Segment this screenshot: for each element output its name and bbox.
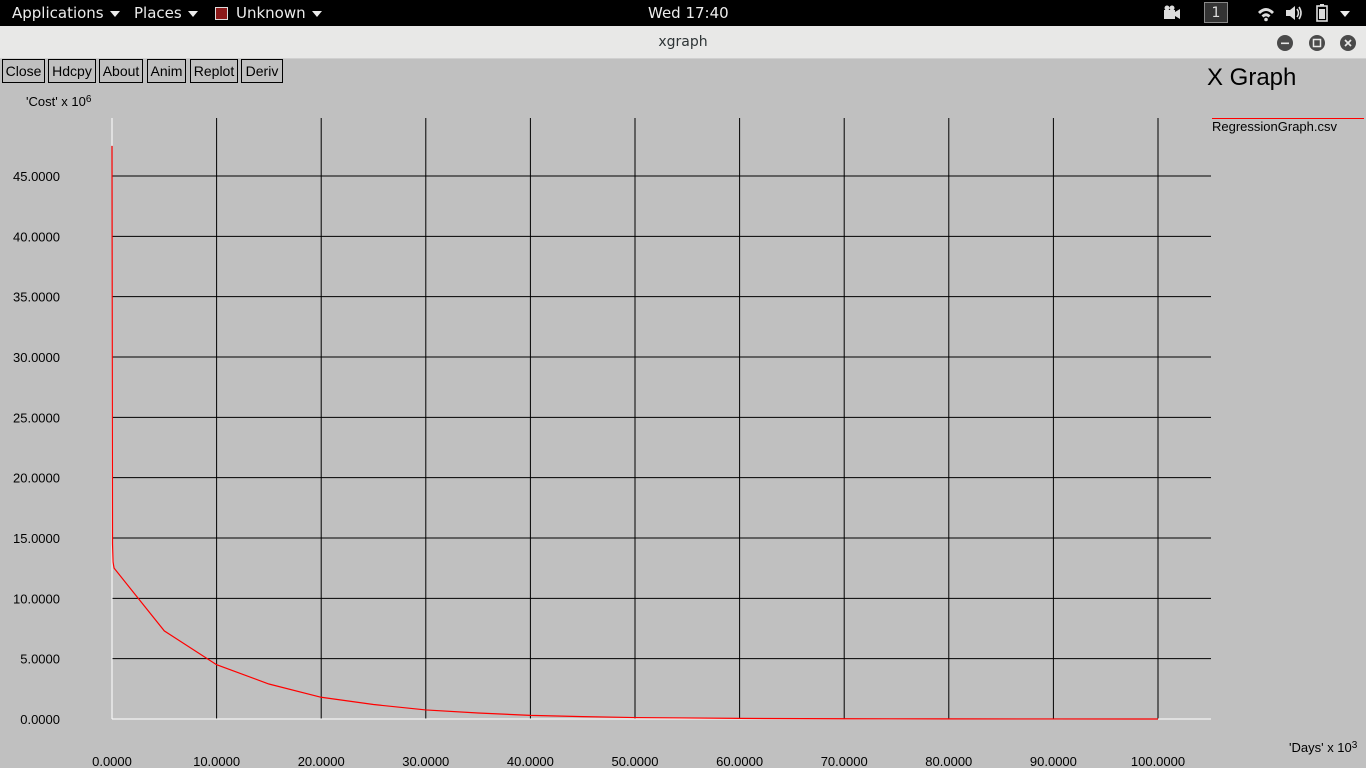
- maximize-icon[interactable]: [1309, 35, 1325, 51]
- window-titlebar[interactable]: xgraph: [0, 26, 1366, 59]
- y-tick-label: 30.0000: [13, 350, 60, 365]
- app-menu[interactable]: Unknown: [215, 0, 322, 26]
- x-tick-label: 100.0000: [1131, 754, 1185, 768]
- close-icon[interactable]: [1340, 35, 1356, 51]
- applications-menu[interactable]: Applications: [12, 0, 120, 26]
- wifi-icon[interactable]: [1256, 0, 1276, 26]
- y-tick-label: 15.0000: [13, 531, 60, 546]
- x-tick-label: 10.0000: [193, 754, 240, 768]
- minimize-icon[interactable]: [1277, 35, 1293, 51]
- x-tick-label: 40.0000: [507, 754, 554, 768]
- top-bar: Applications Places Unknown Wed 17:40 1: [0, 0, 1366, 26]
- deriv-button[interactable]: Deriv: [241, 59, 283, 83]
- app-icon: [215, 7, 228, 20]
- y-tick-label: 20.0000: [13, 471, 60, 486]
- clock[interactable]: Wed 17:40: [648, 4, 729, 22]
- close-button[interactable]: Close: [2, 59, 45, 83]
- y-tick-label: 35.0000: [13, 290, 60, 305]
- replot-button[interactable]: Replot: [190, 59, 238, 83]
- hdcpy-button[interactable]: Hdcpy: [48, 59, 96, 83]
- x-tick-label: 20.0000: [298, 754, 345, 768]
- places-menu[interactable]: Places: [134, 0, 198, 26]
- chevron-down-icon: [187, 10, 198, 17]
- y-axis-label: 'Cost' x 106: [26, 94, 91, 109]
- y-tick-label: 10.0000: [13, 591, 60, 606]
- x-tick-label: 30.0000: [402, 754, 449, 768]
- about-button[interactable]: About: [99, 59, 143, 83]
- x-tick-label: 80.0000: [925, 754, 972, 768]
- video-camera-icon[interactable]: [1162, 0, 1182, 26]
- anim-button[interactable]: Anim: [147, 59, 186, 83]
- y-tick-label: 0.0000: [20, 712, 60, 727]
- chevron-down-icon: [311, 10, 322, 17]
- x-tick-label: 90.0000: [1030, 754, 1077, 768]
- y-axis-label-text: 'Cost' x 10: [26, 94, 86, 109]
- y-tick-label: 40.0000: [13, 229, 60, 244]
- window-title: xgraph: [658, 34, 708, 50]
- x-axis-label: 'Days' x 103: [1289, 740, 1357, 755]
- y-axis-label-exponent: 6: [85, 94, 92, 105]
- legend-line: [1212, 118, 1364, 119]
- app-menu-label: Unknown: [236, 4, 306, 22]
- y-tick-label: 25.0000: [13, 410, 60, 425]
- legend-label: RegressionGraph.csv: [1212, 119, 1337, 134]
- x-tick-label: 70.0000: [821, 754, 868, 768]
- graph-title: X Graph: [1207, 64, 1297, 91]
- chevron-down-icon: [109, 10, 120, 17]
- x-tick-label: 0.0000: [92, 754, 132, 768]
- x-tick-label: 60.0000: [716, 754, 763, 768]
- workspace-indicator[interactable]: 1: [1204, 2, 1228, 23]
- volume-icon[interactable]: [1284, 0, 1304, 26]
- system-menu-arrow[interactable]: [1336, 0, 1350, 26]
- x-tick-label: 50.0000: [612, 754, 659, 768]
- battery-icon[interactable]: [1314, 0, 1330, 26]
- chevron-down-icon: [1340, 10, 1350, 17]
- x-axis-label-text: 'Days' x 10: [1289, 740, 1352, 755]
- applications-menu-label: Applications: [12, 4, 104, 22]
- y-tick-label: 45.0000: [13, 169, 60, 184]
- places-menu-label: Places: [134, 4, 182, 22]
- x-axis-label-exponent: 3: [1351, 740, 1358, 751]
- y-tick-label: 5.0000: [20, 652, 60, 667]
- series-line: [111, 145, 1159, 720]
